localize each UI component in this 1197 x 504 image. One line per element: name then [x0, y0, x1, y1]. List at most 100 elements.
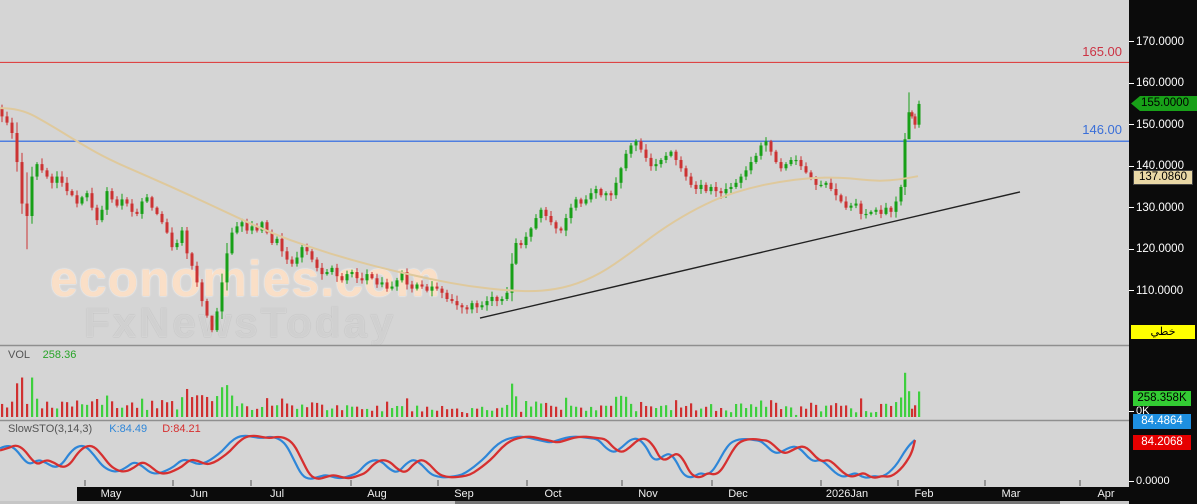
candle-body	[285, 251, 289, 260]
volume-bar	[630, 403, 633, 417]
candle-body	[280, 238, 284, 252]
volume-bar	[820, 411, 823, 417]
volume-bar	[645, 405, 648, 417]
volume-bar	[565, 397, 568, 417]
volume-bar	[66, 402, 69, 417]
volume-bar	[605, 405, 608, 417]
volume-bar	[256, 408, 259, 417]
volume-bar	[331, 408, 334, 417]
volume-bar	[296, 408, 299, 417]
time-axis-bar[interactable]: May Jun Jul Aug Sep Oct Nov Dec 2026Jan Feb Mar Apr	[77, 487, 1197, 501]
volume-bar	[321, 404, 324, 417]
candle-body	[889, 207, 893, 212]
candle-body	[345, 274, 349, 281]
candle-body	[315, 259, 319, 268]
candle-body	[400, 272, 404, 281]
scale-mode-button[interactable]: خطي	[1131, 325, 1195, 339]
volume-bar	[700, 408, 703, 417]
candle-body	[539, 209, 543, 219]
volume-current-value: 258.36	[42, 349, 77, 361]
volume-bar	[401, 406, 404, 417]
candle-body	[445, 292, 449, 299]
candle-body	[55, 176, 59, 183]
volume-bar	[865, 411, 868, 417]
chart-canvas[interactable]	[0, 0, 1129, 501]
volume-bar	[276, 405, 279, 417]
volume-bar	[281, 398, 284, 417]
candle-body	[809, 172, 813, 179]
candle-body	[120, 199, 124, 206]
candle-body	[634, 141, 638, 146]
volume-bar	[904, 372, 907, 417]
volume-legend: VOL 258.36	[8, 349, 76, 361]
candle-body	[574, 199, 578, 208]
candle-body	[440, 288, 444, 293]
candle-body	[200, 282, 204, 302]
candle-body	[140, 201, 144, 214]
volume-bar	[695, 410, 698, 417]
volume-bar	[176, 409, 179, 417]
candle-body	[744, 170, 748, 177]
candle-body	[789, 159, 793, 165]
volume-bar	[914, 405, 917, 417]
price-axis-panel[interactable]: 170.0000 160.0000 150.0000 140.0000 130.0000…	[1129, 0, 1197, 504]
trendline[interactable]	[479, 191, 1021, 319]
support-level-label: 146.00	[1082, 122, 1122, 137]
volume-bar	[715, 410, 718, 417]
candle-body	[335, 267, 339, 277]
candle-body	[310, 251, 314, 260]
candle-body	[385, 282, 389, 289]
volume-bar	[875, 411, 878, 417]
candle-body	[514, 242, 518, 264]
volume-bar	[31, 377, 34, 417]
scrollbar-thumb[interactable]	[455, 501, 1060, 504]
candle-body	[779, 162, 783, 169]
volume-bar	[136, 407, 139, 417]
volume-bar	[11, 401, 14, 417]
stochastic-axis-zero-label: 0.0000	[1129, 475, 1170, 487]
volume-bar	[705, 406, 708, 417]
candle-body	[679, 159, 683, 169]
candle-body	[754, 155, 758, 163]
candle-body	[659, 159, 663, 165]
candle-body	[305, 247, 309, 252]
candle-body	[854, 203, 858, 206]
volume-bar	[770, 400, 773, 417]
candle-body	[719, 191, 723, 194]
candle-body	[25, 203, 29, 216]
candle-body	[225, 253, 229, 283]
candle-body	[460, 305, 464, 308]
price-tick-label: 110.0000	[1129, 285, 1183, 297]
volume-bar	[336, 405, 339, 417]
candle-body	[729, 186, 733, 190]
volume-bar	[570, 405, 573, 417]
volume-bar	[590, 406, 593, 417]
volume-bar	[560, 409, 563, 417]
candle-body	[529, 228, 533, 237]
candle-body	[465, 307, 469, 310]
volume-bar	[720, 407, 723, 417]
candle-body	[639, 141, 643, 150]
volume-bar	[36, 398, 39, 417]
volume-bar	[850, 408, 853, 417]
candle-body	[879, 209, 883, 214]
volume-bar	[131, 402, 134, 417]
volume-bar	[825, 405, 828, 417]
volume-bar	[371, 410, 374, 417]
volume-bar	[116, 408, 119, 417]
month-label: Nov	[638, 488, 658, 500]
volume-bar	[511, 383, 514, 417]
candle-body	[210, 315, 214, 331]
candle-body	[410, 284, 414, 289]
horizontal-scrollbar	[0, 501, 1129, 504]
volume-bar	[745, 408, 748, 417]
stochastic-d-badge: 84.2068	[1133, 435, 1191, 450]
volume-bar	[61, 401, 64, 417]
volume-badge: 258.358K	[1133, 391, 1191, 406]
volume-bar	[785, 406, 788, 417]
candle-body	[699, 184, 703, 190]
volume-bar	[775, 402, 778, 417]
candle-body	[749, 162, 753, 171]
candle-body	[50, 176, 54, 183]
volume-bar	[421, 411, 424, 417]
